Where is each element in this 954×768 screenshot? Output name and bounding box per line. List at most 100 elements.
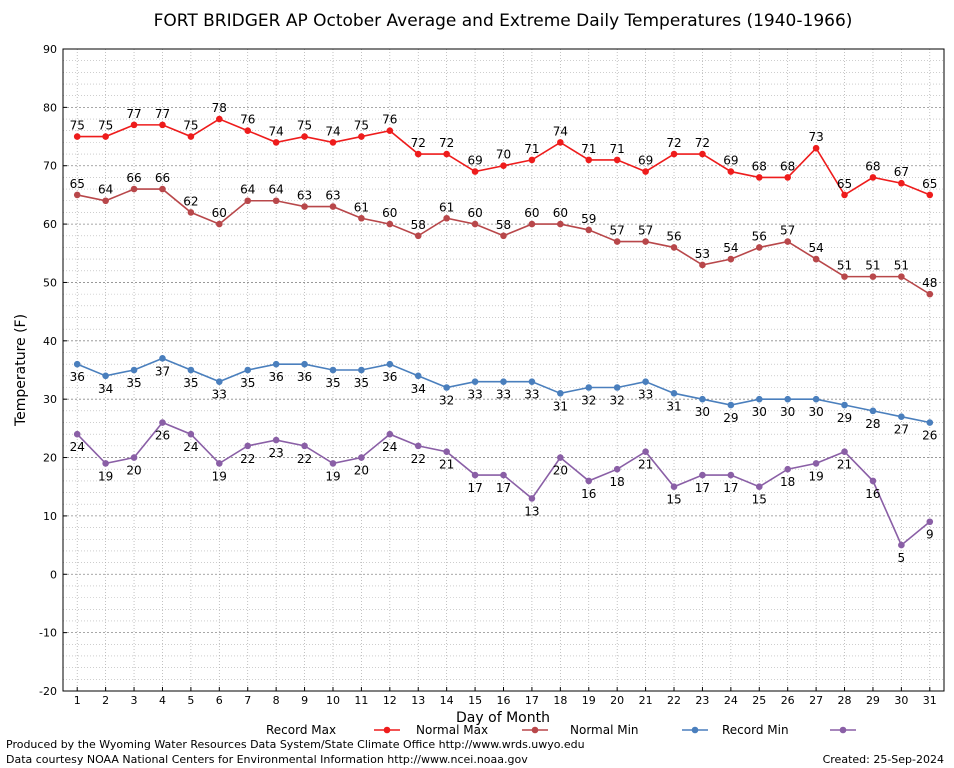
normal-min-point	[386, 360, 394, 368]
legend-item-normal-min: Normal Min	[570, 723, 708, 737]
record-max-point	[272, 139, 280, 146]
record-max-point	[159, 121, 166, 129]
record-min-data-label: 21	[439, 458, 454, 472]
normal-max-data-label: 60	[553, 206, 568, 220]
normal-min-point	[187, 366, 195, 374]
legend-marker-swatch	[383, 726, 391, 734]
normal-min-data-label: 33	[524, 388, 539, 402]
record-max-point	[216, 115, 223, 123]
normal-max-point	[670, 244, 678, 251]
normal-min-point	[159, 355, 166, 362]
y-tick-label: 30	[43, 393, 57, 406]
record-max-data-label: 68	[780, 159, 795, 173]
record-max-point	[699, 150, 706, 158]
record-max-point	[585, 156, 593, 164]
normal-max-data-label: 62	[183, 194, 198, 208]
record-max-data-label: 65	[922, 177, 937, 191]
normal-max-data-label: 48	[922, 276, 937, 290]
record-min-data-label: 13	[524, 504, 539, 518]
normal-max-data-label: 66	[155, 171, 170, 185]
record-min-data-label: 15	[666, 493, 681, 507]
record-min-data-label: 19	[212, 469, 227, 483]
record-max-data-label: 75	[354, 119, 369, 133]
normal-min-data-label: 28	[865, 417, 880, 431]
normal-max-data-label: 64	[240, 183, 255, 197]
normal-min-data-label: 30	[808, 405, 823, 419]
record-min-point	[443, 448, 450, 456]
record-min-point	[727, 471, 735, 479]
record-min-point	[585, 477, 593, 485]
normal-max-point	[642, 238, 649, 245]
normal-min-point	[130, 366, 138, 374]
normal-min-data-label: 32	[610, 394, 625, 408]
normal-max-data-label: 66	[126, 171, 141, 185]
x-tick-label: 4	[159, 694, 166, 707]
normal-min-point	[329, 366, 337, 374]
record-max-point	[841, 191, 848, 199]
x-tick-label: 9	[301, 694, 308, 707]
record-max-point	[130, 121, 138, 129]
record-max-point	[755, 174, 763, 181]
record-max-point	[557, 139, 564, 146]
normal-max-point	[926, 290, 934, 298]
x-tick-label: 28	[838, 694, 852, 707]
record-min-data-label: 20	[553, 464, 568, 478]
record-max-data-label: 68	[752, 159, 767, 173]
normal-max-point	[301, 203, 308, 210]
normal-min-point	[869, 407, 877, 415]
normal-max-point	[130, 185, 138, 193]
record-max-data-label: 71	[581, 142, 596, 156]
normal-min-data-label: 31	[666, 399, 681, 413]
record-max-data-label: 71	[524, 142, 539, 156]
record-max-point	[244, 127, 252, 135]
normal-max-data-label: 51	[865, 259, 880, 273]
record-max-data-label: 74	[553, 124, 568, 138]
x-tick-label: 11	[354, 694, 368, 707]
normal-min-data-label: 33	[496, 388, 511, 402]
normal-min-data-label: 33	[212, 388, 227, 402]
footer-data-courtesy: Data courtesy NOAA National Centers for …	[6, 753, 528, 766]
record-max-point	[642, 168, 649, 175]
record-max-point	[500, 162, 507, 170]
normal-min-data-label: 35	[183, 376, 198, 390]
normal-max-data-label: 63	[297, 189, 312, 203]
record-min-point	[699, 471, 706, 479]
record-min-point	[869, 477, 877, 485]
x-tick-label: 22	[667, 694, 681, 707]
record-min-point	[301, 442, 308, 450]
normal-max-point	[216, 220, 223, 228]
y-tick-label: 20	[43, 452, 57, 465]
record-min-point	[73, 430, 81, 438]
y-tick-label: 60	[43, 218, 57, 231]
record-min-point	[102, 460, 109, 467]
normal-max-point	[272, 197, 280, 205]
normal-min-point	[898, 413, 905, 420]
record-max-data-label: 69	[638, 154, 653, 168]
footer-created-date: Created: 25-Sep-2024	[823, 753, 944, 766]
record-min-data-label: 5	[898, 551, 906, 565]
record-min-data-label: 22	[240, 452, 255, 466]
record-max-point	[784, 174, 791, 181]
x-tick-label: 30	[894, 694, 908, 707]
x-tick-label: 21	[639, 694, 653, 707]
record-max-data-label: 72	[666, 136, 681, 150]
normal-min-point	[841, 401, 848, 409]
normal-max-point	[102, 197, 109, 205]
normal-max-point	[528, 220, 536, 228]
y-tick-label: 80	[43, 101, 57, 114]
normal-min-point	[358, 366, 365, 374]
normal-min-data-label: 27	[894, 423, 909, 437]
record-max-point	[812, 144, 820, 152]
record-min-point	[216, 460, 223, 467]
normal-max-point	[329, 203, 337, 210]
legend-label: Normal Min	[570, 723, 639, 737]
record-min-point	[329, 460, 337, 467]
normal-min-data-label: 36	[70, 370, 85, 384]
normal-max-point	[443, 214, 450, 222]
record-max-series: 75 75 77 77 75 78 76 74 75 74 75 76 72 72 69 70 71 74 71 71…	[70, 101, 937, 199]
normal-min-point	[613, 384, 621, 391]
normal-min-point	[755, 395, 763, 403]
normal-min-data-label: 33	[467, 388, 482, 402]
record-max-data-label: 76	[382, 113, 397, 127]
